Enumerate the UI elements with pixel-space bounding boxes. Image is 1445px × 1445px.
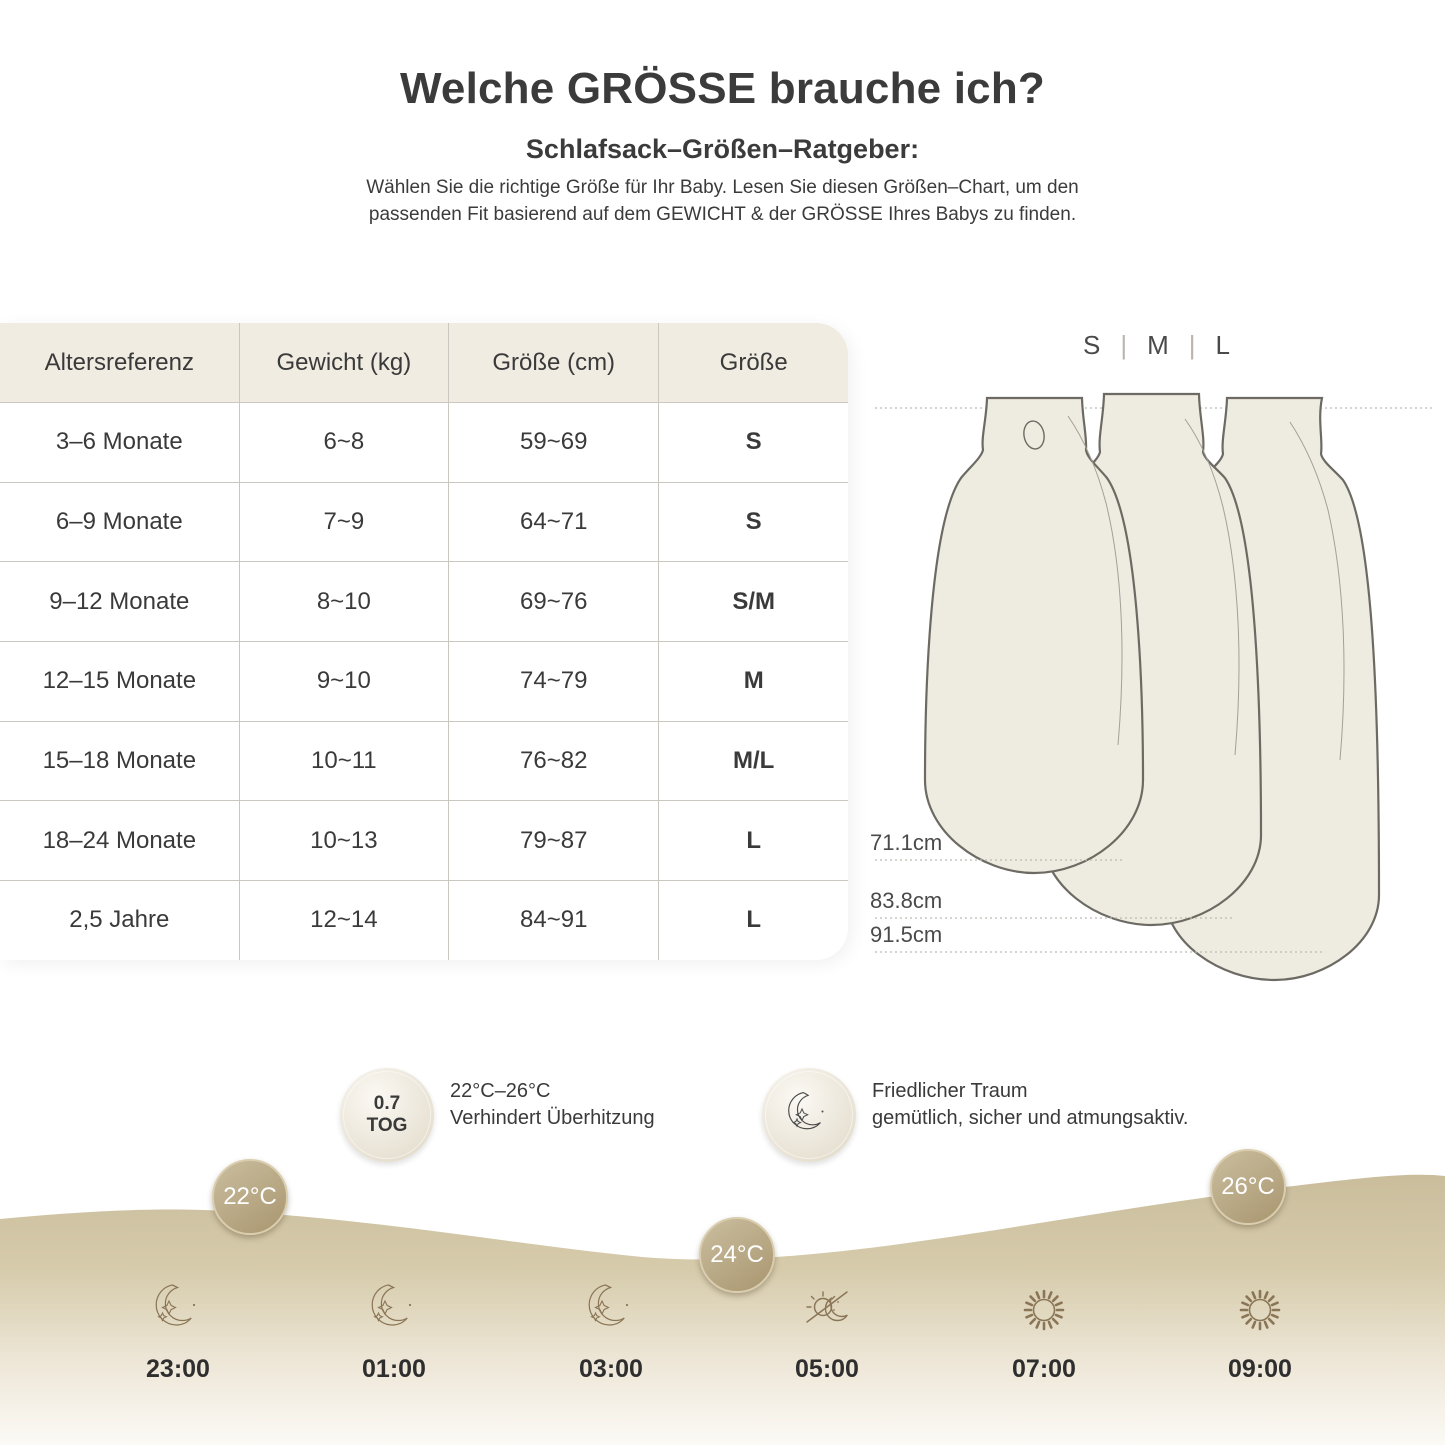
svg-text:83.8cm: 83.8cm — [870, 888, 942, 913]
svg-text:91.5cm: 91.5cm — [870, 922, 942, 947]
svg-text:71.1cm: 71.1cm — [870, 830, 942, 855]
